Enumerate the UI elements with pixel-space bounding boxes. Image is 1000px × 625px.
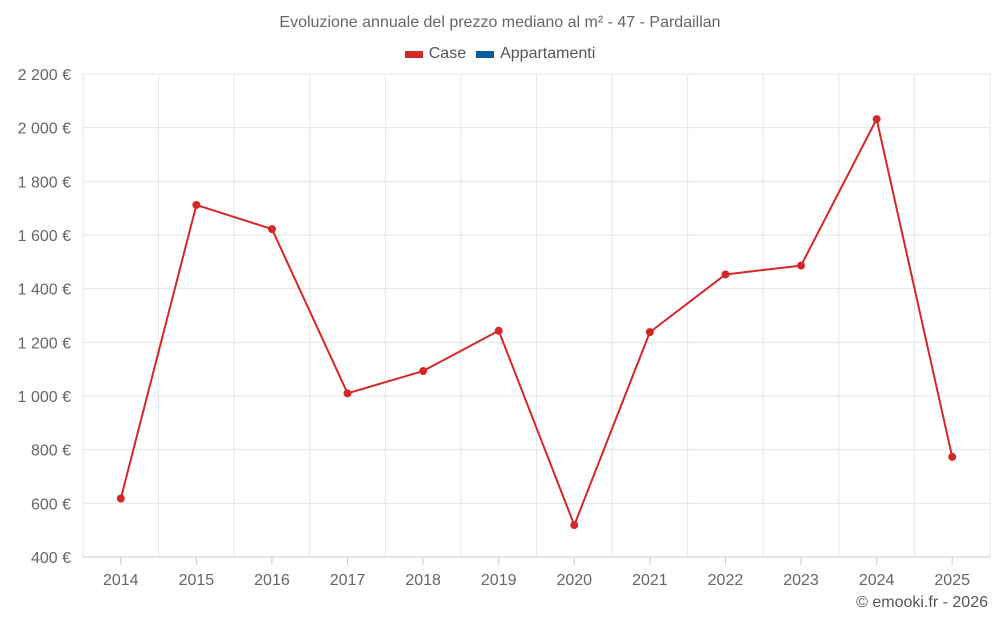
x-tick-label: 2024	[859, 572, 895, 589]
credit-text: © emooki.fr - 2026	[856, 594, 988, 611]
x-tick-label: 2014	[103, 572, 139, 589]
y-tick-label: 2 000 €	[18, 121, 71, 138]
y-tick-label: 1 600 €	[18, 228, 71, 245]
y-tick-label: 400 €	[31, 550, 71, 567]
data-point-case	[192, 200, 201, 209]
legend-label-appartamenti: Appartamenti	[500, 45, 596, 62]
legend-swatch-case	[404, 50, 423, 58]
y-tick-label: 800 €	[31, 443, 71, 460]
data-point-case	[494, 326, 503, 335]
legend-item-appartamenti[interactable]: Appartamenti	[476, 45, 595, 63]
data-point-case	[267, 225, 276, 234]
y-tick-label: 1 800 €	[18, 174, 71, 191]
x-tick-label: 2017	[330, 572, 366, 589]
y-tick-label: 1 200 €	[18, 335, 71, 352]
chart-title: Evoluzione annuale del prezzo mediano al…	[279, 14, 721, 31]
x-tick-label: 2021	[632, 572, 668, 589]
y-tick-label: 1 000 €	[18, 389, 71, 406]
data-point-case	[343, 389, 352, 398]
x-tick-label: 2018	[405, 572, 441, 589]
x-tick-label: 2023	[783, 572, 819, 589]
data-point-case	[645, 328, 654, 337]
data-point-case	[116, 494, 125, 503]
x-tick-label: 2020	[556, 572, 592, 589]
x-tick-label: 2015	[179, 572, 215, 589]
x-tick-label: 2025	[934, 572, 970, 589]
y-tick-label: 2 200 €	[18, 67, 71, 84]
legend-label-case: Case	[428, 45, 467, 62]
data-point-case	[721, 270, 730, 279]
y-tick-label: 600 €	[31, 496, 71, 513]
legend-item-case[interactable]: Case	[404, 45, 467, 63]
data-point-case	[948, 452, 957, 461]
y-tick-label: 1 400 €	[18, 282, 71, 299]
x-tick-label: 2022	[708, 572, 744, 589]
data-point-case	[872, 115, 881, 124]
series-line-case	[119, 118, 954, 527]
legend: Case Appartamenti	[0, 45, 1000, 63]
data-point-case	[419, 367, 428, 376]
legend-swatch-appartamenti	[476, 50, 495, 58]
data-point-case	[797, 261, 806, 270]
x-tick-label: 2016	[254, 572, 290, 589]
data-point-case	[570, 521, 579, 530]
x-tick-label: 2019	[481, 572, 517, 589]
